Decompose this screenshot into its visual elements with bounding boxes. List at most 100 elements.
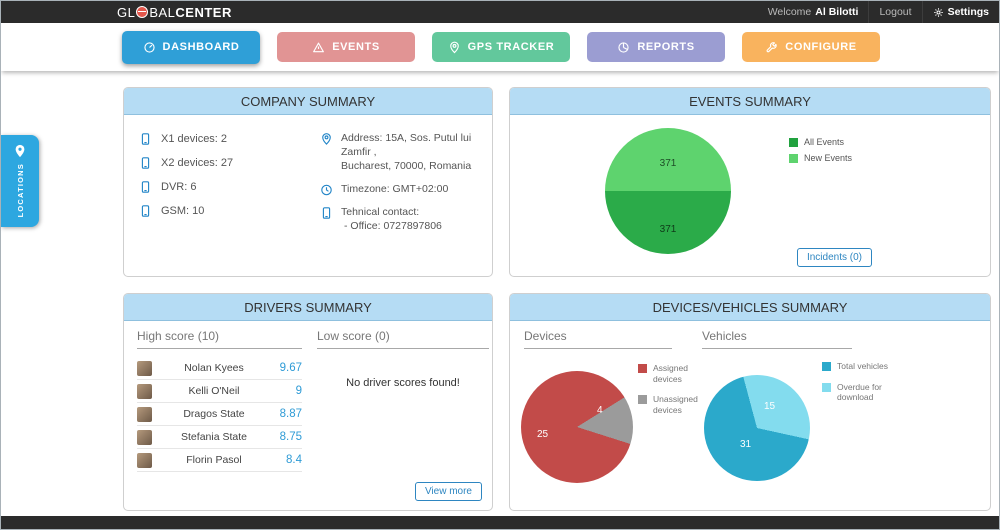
company-summary-panel: COMPANY SUMMARY X1 devices: 2 X2 devices…: [123, 87, 493, 277]
nav-configure-label: CONFIGURE: [785, 41, 857, 53]
overdue-download-swatch: [822, 382, 831, 392]
locations-tab-label: LOCATIONS: [15, 163, 25, 218]
nav-gps-tracker-button[interactable]: GPS TRACKER: [432, 32, 570, 62]
contact-title: Tehnical contact:: [341, 205, 420, 218]
timezone-value: Timezone: GMT+02:00: [341, 182, 449, 195]
driver-avatar: [137, 383, 152, 399]
address-line-1: Address: 15A, Sos. Putul lui Zamfir ,: [341, 132, 472, 159]
devices-vehicles-body: Devices Vehicles 25 4 Assigned devices U…: [510, 321, 990, 510]
logo-prefix: GL: [117, 4, 136, 20]
mobile-device-icon: [139, 204, 152, 218]
driver-row[interactable]: Florin Pasol 8.4: [137, 449, 302, 472]
legend-label: Assigned devices: [653, 363, 688, 384]
events-summary-body: 371 371 All Events New Events Incidents …: [510, 115, 990, 276]
contact-office: - Office: 0727897806: [344, 219, 442, 232]
pie-value-label: 371: [659, 224, 677, 235]
mobile-device-icon: [320, 206, 333, 220]
nav-dashboard-button[interactable]: DASHBOARD: [122, 30, 260, 64]
driver-avatar: [137, 429, 152, 445]
driver-name: Dragos State: [183, 408, 245, 420]
legend-item: All Events: [789, 137, 852, 147]
pie-value-label: 31: [740, 439, 752, 450]
drivers-summary-panel: DRIVERS SUMMARY High score (10) Low scor…: [123, 293, 493, 511]
logout-link[interactable]: Logout: [879, 6, 912, 18]
company-summary-body: X1 devices: 2 X2 devices: 27 DVR: 6 GSM:…: [124, 115, 492, 276]
driver-name: Florin Pasol: [186, 454, 242, 466]
devices-pie-chart: 25 4: [521, 371, 633, 483]
logo: GL BAL CENTER: [117, 5, 232, 20]
location-pin-icon: [320, 132, 333, 146]
driver-row[interactable]: Kelli O'Neil 9: [137, 380, 302, 403]
legend-label: Unassigned devices: [653, 394, 698, 415]
address-block: Address: 15A, Sos. Putul lui Zamfir , Bu…: [320, 131, 492, 174]
warning-icon: [312, 41, 325, 54]
driver-score: 8.4: [286, 454, 302, 466]
driver-name: Kelli O'Neil: [188, 385, 240, 397]
driver-score: 9: [295, 385, 302, 397]
driver-avatar: [137, 452, 152, 468]
legend-item: Total vehicles: [822, 361, 893, 372]
vehicles-header: Vehicles: [702, 329, 852, 349]
globe-icon: [136, 6, 149, 18]
logo-suffix: CENTER: [175, 4, 232, 20]
logo-mid: BAL: [149, 4, 176, 20]
panel-header: DRIVERS SUMMARY: [124, 294, 492, 321]
location-pin-icon: [15, 145, 25, 158]
legend-label: Overdue for download: [837, 381, 882, 403]
panel-header: DEVICES/VEHICLES SUMMARY: [510, 294, 990, 321]
events-pie-chart: 371 371: [605, 128, 731, 254]
low-score-empty-message: No driver scores found!: [346, 377, 460, 389]
nav-configure-button[interactable]: CONFIGURE: [742, 32, 880, 62]
nav-events-button[interactable]: EVENTS: [277, 32, 415, 62]
driver-score: 8.75: [279, 431, 302, 443]
company-contact-info: Address: 15A, Sos. Putul lui Zamfir , Bu…: [320, 131, 492, 241]
topbar-right: Welcome Al Bilotti Logout Settings: [758, 1, 999, 23]
driver-row[interactable]: Stefania State 8.75: [137, 426, 302, 449]
pie-chart-icon: [617, 41, 630, 54]
driver-score: 8.87: [279, 408, 302, 420]
device-count-label: X1 devices: 2: [161, 132, 228, 145]
devices-legend: Assigned devices Unassigned devices: [638, 363, 709, 416]
total-vehicles-swatch: [822, 362, 831, 371]
legend-label: All Events: [804, 137, 845, 147]
driver-avatar: [137, 406, 152, 422]
events-summary-title: EVENTS SUMMARY: [689, 93, 811, 109]
map-pin-icon: [448, 41, 461, 54]
mobile-device-icon: [139, 156, 152, 170]
driver-name: Nolan Kyees: [184, 362, 244, 374]
vehicles-pie-chart: 15 31: [704, 375, 810, 481]
clock-icon: [320, 183, 333, 197]
view-more-button[interactable]: View more: [414, 482, 482, 501]
mobile-device-icon: [139, 132, 152, 146]
welcome-label: Welcome: [767, 6, 812, 18]
driver-row[interactable]: Dragos State 8.87: [137, 403, 302, 426]
legend-item: Assigned devices: [638, 363, 709, 384]
gear-icon: [933, 7, 944, 18]
nav-reports-button[interactable]: REPORTS: [587, 32, 725, 62]
list-item: X2 devices: 27: [139, 155, 233, 170]
locations-side-tab[interactable]: LOCATIONS: [1, 135, 39, 227]
legend-item: New Events: [789, 153, 852, 163]
welcome-user: Welcome Al Bilotti: [758, 1, 869, 23]
address-line-2: Bucharest, 70000, Romania: [341, 160, 472, 173]
legend-item: Unassigned devices: [638, 394, 709, 415]
events-legend: All Events New Events: [789, 137, 852, 163]
driver-name: Stefania State: [181, 431, 247, 443]
device-count-label: GSM: 10: [161, 204, 205, 217]
settings-container[interactable]: Settings: [921, 1, 999, 23]
devices-vehicles-title: DEVICES/VEHICLES SUMMARY: [652, 299, 848, 315]
drivers-summary-title: DRIVERS SUMMARY: [244, 299, 372, 315]
high-score-list: Nolan Kyees 9.67 Kelli O'Neil 9 Dragos S…: [137, 357, 302, 472]
main-nav: DASHBOARD EVENTS GPS TRACKER REPORTS CON…: [1, 23, 999, 71]
devices-vehicles-summary-panel: DEVICES/VEHICLES SUMMARY Devices Vehicle…: [509, 293, 991, 511]
driver-row[interactable]: Nolan Kyees 9.67: [137, 357, 302, 380]
pie-value-label: 4: [597, 405, 603, 416]
nav-gps-tracker-label: GPS TRACKER: [467, 41, 555, 53]
top-bar: GL BAL CENTER Welcome Al Bilotti Logout …: [1, 1, 999, 23]
wrench-icon: [765, 41, 778, 54]
drivers-summary-body: High score (10) Low score (0) Nolan Kyee…: [124, 321, 492, 510]
legend-label: Total vehicles: [837, 361, 889, 371]
incidents-button[interactable]: Incidents (0): [796, 248, 872, 267]
panel-header: EVENTS SUMMARY: [510, 88, 990, 115]
mobile-device-icon: [139, 180, 152, 194]
